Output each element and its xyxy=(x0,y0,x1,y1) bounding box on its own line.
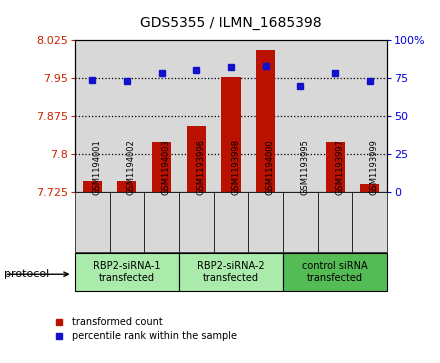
Bar xyxy=(318,40,352,192)
Bar xyxy=(110,192,144,252)
Text: GSM1193997: GSM1193997 xyxy=(335,139,344,195)
Text: GSM1193996: GSM1193996 xyxy=(196,139,205,195)
Bar xyxy=(248,40,283,192)
Text: control siRNA
transfected: control siRNA transfected xyxy=(302,261,368,283)
Bar xyxy=(360,184,379,192)
Text: RBP2-siRNA-2
transfected: RBP2-siRNA-2 transfected xyxy=(197,261,265,283)
Bar xyxy=(117,181,136,192)
Text: RBP2-siRNA-1
transfected: RBP2-siRNA-1 transfected xyxy=(93,261,161,283)
Text: GSM1194002: GSM1194002 xyxy=(127,140,136,195)
Bar xyxy=(144,192,179,252)
Text: protocol: protocol xyxy=(4,269,50,279)
Bar xyxy=(75,40,110,192)
Text: GSM1194000: GSM1194000 xyxy=(266,140,275,195)
Text: GSM1193995: GSM1193995 xyxy=(301,139,309,195)
Bar xyxy=(248,192,283,252)
Text: GSM1194001: GSM1194001 xyxy=(92,140,101,195)
Bar xyxy=(283,192,318,252)
Bar xyxy=(352,192,387,252)
Bar xyxy=(283,40,318,192)
Bar xyxy=(75,192,110,252)
Bar xyxy=(179,40,214,192)
Bar xyxy=(187,126,206,192)
Bar xyxy=(179,192,214,252)
Bar xyxy=(352,40,387,192)
Bar xyxy=(75,253,179,291)
Legend: transformed count, percentile rank within the sample: transformed count, percentile rank withi… xyxy=(49,317,237,341)
Bar xyxy=(256,50,275,192)
Bar xyxy=(283,253,387,291)
Bar xyxy=(214,40,248,192)
Bar xyxy=(144,40,179,192)
Bar xyxy=(214,192,248,252)
Text: GDS5355 / ILMN_1685398: GDS5355 / ILMN_1685398 xyxy=(140,16,322,30)
Bar xyxy=(326,142,345,192)
Bar xyxy=(318,192,352,252)
Bar xyxy=(179,253,283,291)
Text: GSM1193998: GSM1193998 xyxy=(231,139,240,195)
Bar xyxy=(83,181,102,192)
Bar xyxy=(221,77,241,192)
Bar xyxy=(110,40,144,192)
Text: GSM1194003: GSM1194003 xyxy=(161,139,171,195)
Bar xyxy=(152,142,171,192)
Text: GSM1193999: GSM1193999 xyxy=(370,139,379,195)
